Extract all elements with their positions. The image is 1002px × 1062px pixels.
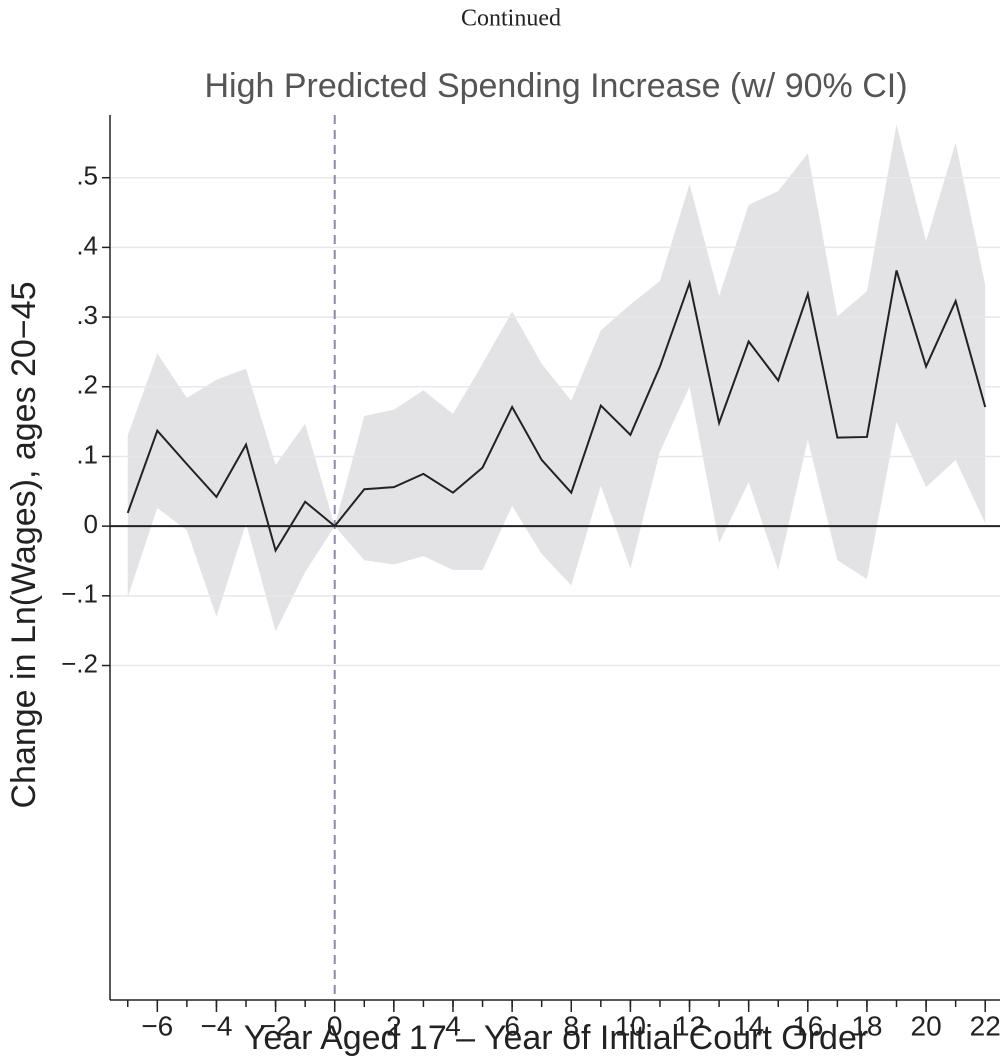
x-tick-label: −2 [260, 1010, 292, 1041]
y-tick-label: 0 [84, 509, 98, 539]
y-tick-label: .4 [76, 230, 98, 260]
x-tick-label: 18 [851, 1010, 882, 1041]
x-tick-label: 6 [504, 1010, 520, 1041]
chart-title: High Predicted Spending Increase (w/ 90%… [204, 67, 907, 105]
x-tick-label: 14 [733, 1010, 764, 1041]
x-axis-label: Year Aged 17 – Year of Initial Court Ord… [244, 1019, 868, 1057]
header: Continued [461, 6, 561, 32]
y-tick-label: .1 [76, 439, 98, 469]
y-tick-label: .5 [76, 161, 98, 191]
x-tick-label: 20 [911, 1010, 942, 1041]
x-tick-label: 4 [445, 1010, 461, 1041]
y-tick-label: .2 [76, 370, 98, 400]
y-axis-label: Change in Ln(Wages), ages 20−45 [5, 281, 43, 808]
x-tick-label: 16 [792, 1010, 823, 1041]
x-tick-label: −4 [200, 1010, 232, 1041]
x-tick-label: 2 [386, 1010, 402, 1041]
y-tick-label: −.2 [61, 648, 98, 678]
x-tick-label: 0 [327, 1010, 343, 1041]
y-tick-label: .3 [76, 300, 98, 330]
x-tick-label: 12 [674, 1010, 705, 1041]
x-tick-label: 10 [615, 1010, 646, 1041]
x-tick-label: −6 [141, 1010, 173, 1041]
y-tick-label: −.1 [61, 579, 98, 609]
ci-band [127, 124, 986, 632]
x-tick-label: 22 [970, 1010, 1001, 1041]
x-tick-label: 8 [563, 1010, 579, 1041]
line [126, 270, 987, 554]
